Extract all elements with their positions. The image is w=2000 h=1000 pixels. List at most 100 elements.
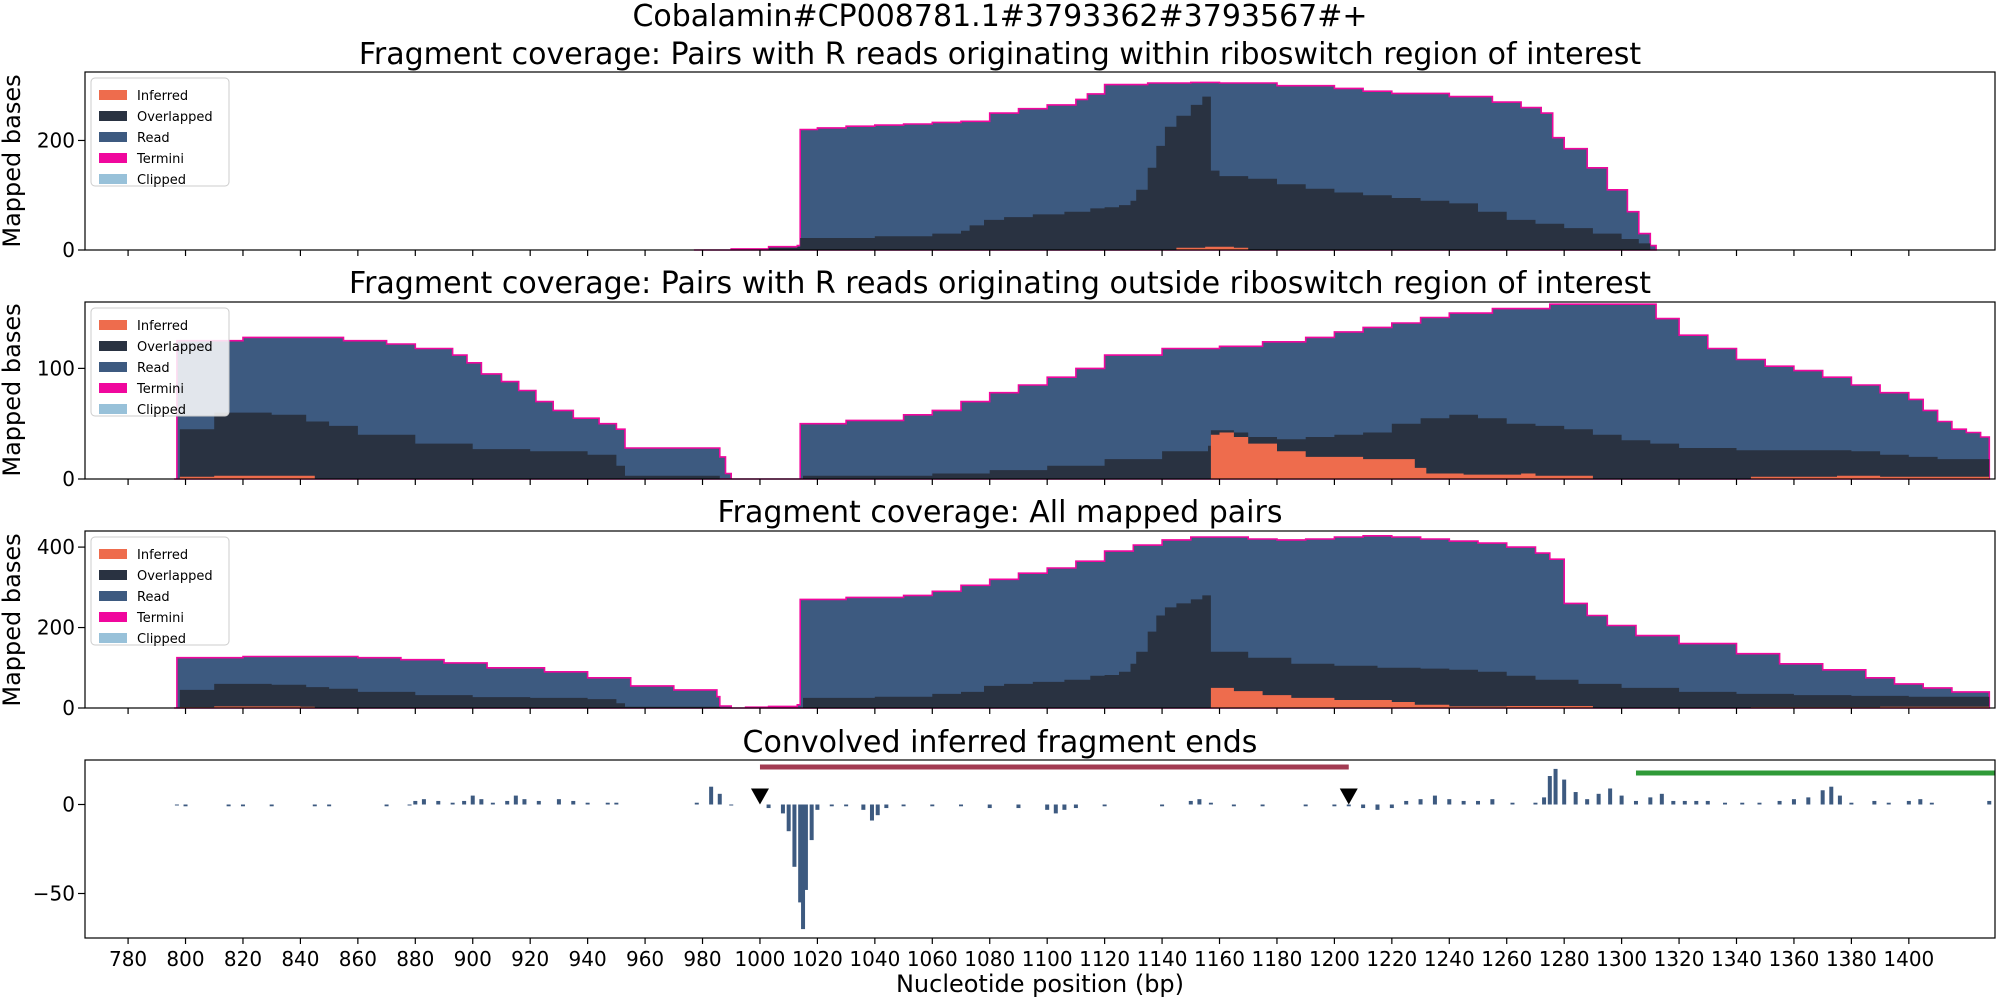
boundary-marker bbox=[750, 788, 769, 805]
axes-frame bbox=[84, 530, 1996, 709]
convolved-bar bbox=[327, 804, 332, 807]
convolved-bar bbox=[522, 799, 527, 805]
convolved-bar bbox=[1542, 797, 1547, 805]
legend-label-read: Read bbox=[137, 361, 170, 376]
convolved-bar bbox=[556, 799, 561, 805]
convolved-bar bbox=[1829, 786, 1834, 805]
panel-title: Convolved inferred fragment ends bbox=[743, 725, 1258, 760]
convolved-bar bbox=[436, 800, 441, 805]
x-tick-label: 920 bbox=[511, 947, 549, 971]
convolved-bar bbox=[1461, 800, 1466, 805]
convolved-bar bbox=[1562, 779, 1567, 805]
x-tick-label: 980 bbox=[683, 947, 721, 971]
x-tick-label: 800 bbox=[166, 947, 204, 971]
convolved-bar bbox=[1375, 804, 1380, 810]
legend-label-inferred: Inferred bbox=[137, 89, 188, 104]
series-read bbox=[174, 535, 1990, 708]
x-tick-label: 880 bbox=[396, 947, 434, 971]
y-tick-label: 0 bbox=[62, 696, 75, 720]
panel-convolved-ends: Convolved inferred fragment ends 0 −50 780… bbox=[33, 725, 1996, 998]
convolved-bar bbox=[901, 804, 906, 807]
y-axis-label: Mapped bases bbox=[0, 533, 26, 706]
convolved-bar bbox=[407, 804, 412, 806]
convolved-bar bbox=[1585, 799, 1590, 805]
convolved-bar bbox=[1671, 800, 1676, 805]
convolved-bar bbox=[803, 804, 808, 890]
legend: Inferred Overlapped Read Termini Clipped bbox=[90, 536, 230, 647]
convolved-bar bbox=[1053, 804, 1058, 814]
convolved-bar bbox=[1553, 768, 1558, 805]
x-tick-label: 1220 bbox=[1366, 947, 1417, 971]
convolved-bar bbox=[1929, 802, 1934, 805]
legend-label-inferred: Inferred bbox=[137, 319, 188, 334]
y-tick-label: 200 bbox=[37, 128, 75, 152]
convolved-bar bbox=[1476, 800, 1481, 805]
plot-area: 0 200 bbox=[37, 71, 1996, 262]
convolved-bar bbox=[1160, 804, 1165, 807]
legend-swatch-inferred bbox=[99, 320, 127, 330]
x-tick-label: 1020 bbox=[792, 947, 843, 971]
x-tick-label: 1360 bbox=[1768, 947, 1819, 971]
convolved-bar bbox=[1332, 804, 1337, 807]
legend-label-overlapped: Overlapped bbox=[137, 340, 213, 355]
convolved-bar bbox=[1723, 802, 1728, 805]
legend-swatch-termini bbox=[99, 612, 127, 622]
x-tick-label: 1180 bbox=[1252, 947, 1303, 971]
legend-swatch-read bbox=[99, 591, 127, 601]
x-tick-label: 1160 bbox=[1194, 947, 1245, 971]
convolved-bar bbox=[1102, 804, 1107, 807]
convolved-bar bbox=[1705, 800, 1710, 805]
convolved-bar bbox=[421, 799, 426, 805]
convolved-bar bbox=[536, 800, 541, 805]
convolved-bar bbox=[1188, 800, 1193, 805]
legend-swatch-clipped bbox=[99, 633, 127, 643]
convolved-bar bbox=[1016, 804, 1021, 809]
legend-label-termini: Termini bbox=[136, 152, 184, 167]
y-tick-label: 400 bbox=[37, 535, 75, 559]
convolved-bar bbox=[1694, 800, 1699, 805]
convolved-bar bbox=[413, 800, 418, 805]
convolved-bar bbox=[1418, 799, 1423, 805]
x-tick-label: 860 bbox=[339, 947, 377, 971]
convolved-bar bbox=[174, 804, 179, 806]
convolved-bar bbox=[1208, 802, 1213, 805]
legend-label-clipped: Clipped bbox=[137, 632, 186, 647]
termini-outline bbox=[693, 81, 1657, 251]
legend-swatch-inferred bbox=[99, 90, 127, 100]
y-tick-label: −50 bbox=[33, 882, 75, 906]
y-axis-label: Mapped bases bbox=[0, 303, 26, 476]
convolved-bar bbox=[766, 804, 771, 809]
legend-label-read: Read bbox=[137, 131, 170, 146]
boundary-marker bbox=[1339, 788, 1358, 805]
convolved-bar bbox=[709, 786, 714, 805]
x-tick-label: 1260 bbox=[1481, 947, 1532, 971]
x-tick-label: 1300 bbox=[1596, 947, 1647, 971]
convolved-bar bbox=[1757, 802, 1762, 805]
convolved-bar bbox=[1619, 795, 1624, 805]
x-tick-label: 1120 bbox=[1079, 947, 1130, 971]
panel-title: Fragment coverage: Pairs with R reads or… bbox=[359, 37, 1642, 72]
convolved-bar bbox=[1432, 795, 1437, 805]
legend-swatch-clipped bbox=[99, 404, 127, 414]
x-tick-label: 780 bbox=[109, 947, 147, 971]
x-tick-label: 1240 bbox=[1424, 947, 1475, 971]
x-tick-label: 1200 bbox=[1309, 947, 1360, 971]
legend-label-termini: Termini bbox=[136, 611, 184, 626]
convolved-bar bbox=[1806, 797, 1811, 805]
convolved-bar bbox=[1777, 800, 1782, 805]
x-tick-label: 1100 bbox=[1022, 947, 1073, 971]
convolved-bar bbox=[614, 802, 619, 805]
legend: Inferred Overlapped Read Termini Clipped bbox=[90, 307, 230, 418]
convolved-bar bbox=[829, 804, 834, 807]
convolved-bar bbox=[1849, 802, 1854, 805]
plot-area: 0 −50 780 800 820 840 860 880 900 920 940 960 980 100… bbox=[33, 759, 1996, 971]
x-tick-label: 1040 bbox=[849, 947, 900, 971]
convolved-bar bbox=[801, 804, 806, 930]
y-tick-label: 200 bbox=[37, 616, 75, 640]
axes-frame bbox=[84, 301, 1996, 480]
convolved-bar bbox=[875, 804, 880, 816]
legend-label-read: Read bbox=[137, 590, 170, 605]
x-tick-label: 1080 bbox=[964, 947, 1015, 971]
convolved-bar bbox=[792, 804, 797, 867]
